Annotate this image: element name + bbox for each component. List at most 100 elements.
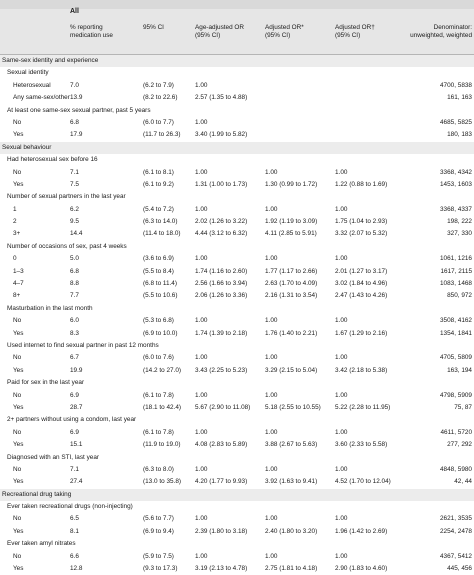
subheading-row: 2+ partners without using a condom, last… — [0, 414, 474, 426]
cell-ci: (6.1 to 7.8) — [143, 391, 174, 399]
header-adjusted-or-1: Adjusted OR* (95% CI) — [265, 24, 304, 39]
cell-percent: 19.9 — [70, 366, 83, 374]
table-row: 0 5.0 (3.6 to 6.9) 1.00 1.00 1.00 1061, 1216 — [0, 253, 474, 265]
cell-ci: (13.0 to 35.8) — [143, 478, 182, 486]
group-label: All — [70, 8, 79, 15]
cell-ci: (5.9 to 7.5) — [143, 552, 174, 560]
table-row: No 6.8 (6.0 to 7.7) 1.00 4685, 5825 — [0, 117, 474, 129]
row-label: Yes — [13, 180, 24, 188]
cell-percent: 17.9 — [70, 131, 83, 139]
cell-percent: 27.4 — [70, 478, 83, 486]
cell-age-adjusted-or: 5.67 (2.90 to 11.08) — [195, 403, 251, 411]
cell-ci: (14.2 to 27.0) — [143, 366, 182, 374]
row-label: Yes — [13, 527, 24, 535]
row-label: Yes — [13, 131, 24, 139]
row-label: No — [13, 428, 22, 436]
cell-ci: (5.5 to 10.6) — [143, 292, 178, 300]
cell-denominator: 42, 44 — [454, 478, 472, 486]
cell-ci: (6.1 to 9.2) — [143, 180, 174, 188]
cell-adjusted-or-1: 1.00 — [265, 317, 278, 325]
cell-adjusted-or-2: 1.00 — [335, 205, 348, 213]
table-row: No 6.7 (6.0 to 7.6) 1.00 1.00 1.00 4705, 5809 — [0, 352, 474, 364]
subheading-row: Masturbation in the last month — [0, 303, 474, 315]
cell-adjusted-or-2: 1.00 — [335, 255, 348, 263]
table-row: Heterosexual 7.0 (6.2 to 7.9) 1.00 4700, 583… — [0, 80, 474, 92]
header-adjusted-or-2: Adjusted OR† (95% CI) — [335, 24, 375, 39]
table-row: Yes 12.8 (9.3 to 17.3) 3.19 (2.13 to 4.78) 2… — [0, 563, 474, 575]
cell-ci: (5.5 to 8.4) — [143, 267, 174, 275]
cell-adjusted-or-1: 1.00 — [265, 391, 278, 399]
table-row: No 7.1 (6.1 to 8.1) 1.00 1.00 1.00 3368, 4342 — [0, 167, 474, 179]
cell-adjusted-or-2: 1.96 (1.42 to 2.69) — [335, 527, 388, 535]
cell-adjusted-or-2: 1.75 (1.04 to 2.93) — [335, 218, 388, 226]
cell-age-adjusted-or: 3.40 (1.99 to 5.82) — [195, 131, 248, 139]
cell-denominator: 1354, 1841 — [440, 329, 472, 337]
cell-percent: 6.6 — [70, 552, 79, 560]
section-row: Sexual behaviour — [0, 141, 474, 155]
cell-adjusted-or-1: 3.29 (2.15 to 5.04) — [265, 366, 318, 374]
cell-percent: 6.2 — [70, 205, 79, 213]
row-label: Recreational drug taking — [2, 490, 72, 498]
cell-adjusted-or-2: 1.00 — [335, 391, 348, 399]
header-ci: 95% CI — [143, 24, 164, 31]
row-label: No — [13, 552, 22, 560]
header-denominator: Denominator: unweighted, weighted — [410, 24, 472, 39]
cell-adjusted-or-2: 5.22 (2.28 to 11.95) — [335, 403, 391, 411]
table-row: 2 9.5 (6.3 to 14.0) 2.02 (1.26 to 3.22) 1.92… — [0, 216, 474, 228]
table-row: No 6.6 (5.9 to 7.5) 1.00 1.00 1.00 4367, 5412 — [0, 551, 474, 563]
cell-percent: 7.5 — [70, 180, 79, 188]
cell-denominator: 4611, 5720 — [440, 428, 472, 436]
row-label: Yes — [13, 441, 24, 449]
row-label: No — [13, 317, 22, 325]
cell-age-adjusted-or: 1.00 — [195, 354, 208, 362]
cell-ci: (8.2 to 22.6) — [143, 94, 178, 102]
row-label: No — [13, 391, 22, 399]
row-label: Yes — [13, 366, 24, 374]
cell-percent: 6.7 — [70, 354, 79, 362]
section-row: Same-sex identity and experience — [0, 55, 474, 68]
cell-adjusted-or-2: 1.00 — [335, 465, 348, 473]
table-row: Yes 28.7 (18.1 to 42.4) 5.67 (2.90 to 11.08… — [0, 402, 474, 414]
cell-ci: (5.3 to 6.8) — [143, 317, 174, 325]
cell-denominator: 277, 292 — [447, 441, 472, 449]
cell-age-adjusted-or: 4.44 (3.12 to 6.32) — [195, 230, 248, 238]
row-label: Yes — [13, 329, 24, 337]
cell-denominator: 1061, 1216 — [440, 255, 472, 263]
table-row: Yes 7.5 (6.1 to 9.2) 1.31 (1.00 to 1.73) 1.3… — [0, 179, 474, 191]
cell-percent: 6.9 — [70, 428, 79, 436]
table-row: No 6.5 (5.6 to 7.7) 1.00 1.00 1.00 2621, 3535 — [0, 513, 474, 525]
cell-percent: 28.7 — [70, 403, 83, 411]
cell-adjusted-or-2: 2.47 (1.43 to 4.26) — [335, 292, 388, 300]
cell-ci: (6.9 to 9.4) — [143, 527, 174, 535]
cell-adjusted-or-2: 1.67 (1.29 to 2.16) — [335, 329, 388, 337]
cell-adjusted-or-1: 1.92 (1.19 to 3.09) — [265, 218, 318, 226]
row-label: Same-sex identity and experience — [2, 57, 99, 64]
row-label: No — [13, 465, 22, 473]
table-row: Yes 27.4 (13.0 to 35.8) 4.20 (1.77 to 9.93)… — [0, 476, 474, 488]
cell-denominator: 850, 972 — [447, 292, 472, 300]
cell-age-adjusted-or: 2.39 (1.80 to 3.18) — [195, 527, 248, 535]
subheading-row: Had heterosexual sex before 16 — [0, 154, 474, 166]
header-age-adjusted-or: Age-adjusted OR (95% CI) — [195, 24, 245, 39]
cell-denominator: 3368, 4337 — [440, 205, 472, 213]
cell-denominator: 75, 87 — [454, 403, 472, 411]
cell-ci: (6.1 to 7.8) — [143, 428, 174, 436]
row-label: Had heterosexual sex before 16 — [7, 156, 98, 164]
cell-adjusted-or-2: 2.01 (1.27 to 3.17) — [335, 267, 388, 275]
row-label: No — [13, 118, 22, 126]
cell-denominator: 4685, 5825 — [440, 118, 472, 126]
row-label: At least one same-sex sexual partner, pa… — [7, 106, 151, 114]
cell-adjusted-or-1: 1.00 — [265, 428, 278, 436]
cell-percent: 15.1 — [70, 441, 83, 449]
cell-percent: 14.4 — [70, 230, 83, 238]
cell-denominator: 3368, 4342 — [440, 168, 472, 176]
cell-denominator: 1453, 1603 — [440, 180, 472, 188]
subheading-row: Paid for sex in the last year — [0, 377, 474, 389]
row-label: Ever taken amyl nitrates — [7, 540, 76, 548]
cell-ci: (3.6 to 6.9) — [143, 255, 174, 263]
cell-adjusted-or-1: 4.11 (2.85 to 5.91) — [265, 230, 317, 238]
cell-percent: 13.9 — [70, 94, 83, 102]
cell-adjusted-or-2: 1.00 — [335, 552, 348, 560]
row-label: 8+ — [13, 292, 21, 300]
cell-percent: 7.1 — [70, 465, 79, 473]
